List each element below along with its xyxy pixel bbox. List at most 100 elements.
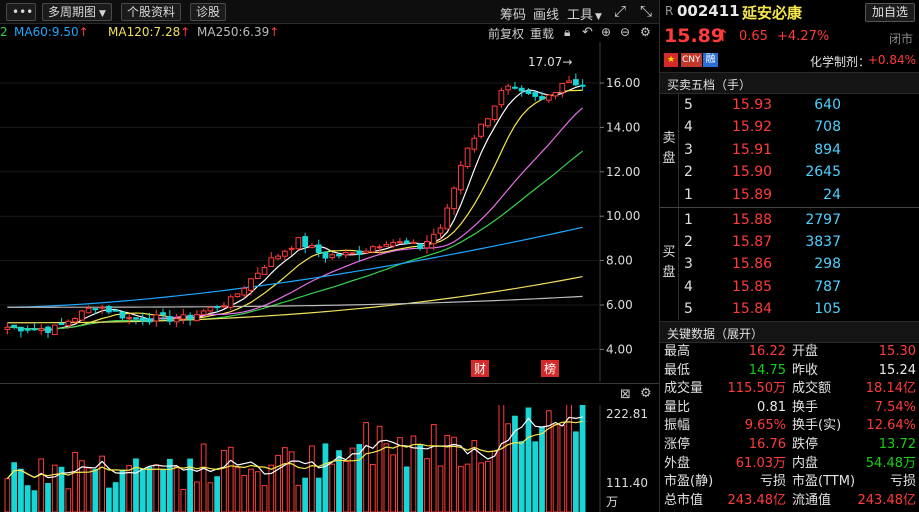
- chips-button[interactable]: 筹码: [500, 8, 527, 23]
- volume-bar: [126, 465, 133, 512]
- volume-bar: [403, 466, 410, 512]
- volume-bar: [525, 407, 532, 512]
- volume-bar: [471, 440, 478, 512]
- zoom-out-icon[interactable]: ⊖: [620, 25, 631, 39]
- key-data-label: 外盘: [664, 455, 691, 471]
- candle-body: [227, 296, 234, 308]
- volume-bar: [194, 481, 200, 512]
- volume-bar: [275, 454, 281, 512]
- candle-body: [99, 306, 105, 309]
- key-data-value: 亏损: [759, 474, 786, 490]
- bid-row[interactable]: 4 15.85 787: [660, 276, 919, 298]
- candle-body: [437, 227, 444, 234]
- gear-icon[interactable]: ⚙: [640, 25, 651, 39]
- candle-body: [248, 278, 254, 291]
- ma20-line: [7, 107, 584, 330]
- ask-price: 15.91: [732, 141, 773, 158]
- volume-bar: [248, 468, 254, 512]
- price-tick-label: 6.00: [606, 298, 633, 312]
- key-data-row: 总市值 243.48亿 流通值 243.48亿: [660, 492, 919, 510]
- key-data-label: 最高: [664, 344, 691, 359]
- volume-bars: [4, 405, 586, 512]
- candle-body: [214, 306, 221, 309]
- candle-body: [4, 326, 11, 330]
- volume-bar: [180, 488, 187, 512]
- close-icon[interactable]: ⊠: [620, 387, 631, 402]
- sector-label[interactable]: 化学制剂：: [810, 55, 871, 69]
- multi-period-button[interactable]: 多周期图 ▼: [42, 3, 112, 21]
- menu-button[interactable]: •••: [6, 3, 36, 21]
- candle-body: [254, 272, 261, 280]
- candle-body: [315, 244, 322, 253]
- volume-bar: [451, 436, 457, 512]
- candle-body: [464, 147, 471, 168]
- volume-axis-mid: 111.40: [606, 476, 648, 490]
- candle-body: [518, 87, 525, 92]
- candle-body: [241, 287, 248, 296]
- bid-row[interactable]: 2 15.87 3837: [660, 231, 919, 253]
- bid-volume: 2797: [805, 212, 841, 228]
- volume-chart[interactable]: 222.81 111.40 万: [0, 405, 660, 512]
- volume-bar: [322, 443, 329, 512]
- add-watchlist-button[interactable]: 加自选: [864, 3, 915, 22]
- volume-bar: [65, 488, 72, 512]
- draw-line-button[interactable]: 画线: [533, 8, 560, 23]
- bid-row[interactable]: 3 15.86 298: [660, 253, 919, 275]
- key-data-row: 最低 14.75 昨收 15.24: [660, 362, 919, 380]
- key-data-label: 换手(实): [792, 418, 842, 434]
- volume-bar: [31, 490, 38, 512]
- volume-bar: [566, 405, 572, 512]
- volume-bar: [572, 431, 579, 512]
- key-data-header[interactable]: 关键数据（展开）: [660, 321, 919, 343]
- lock-icon[interactable]: 🔒︎: [564, 25, 571, 39]
- candle-body: [65, 320, 72, 327]
- candle-body: [512, 86, 518, 89]
- event-marker-earnings[interactable]: 财: [471, 360, 489, 377]
- key-data-label: 量比: [664, 399, 691, 415]
- volume-bar: [552, 424, 559, 512]
- reload-button[interactable]: 重载: [530, 27, 555, 41]
- stock-info-button[interactable]: 个股资料: [121, 3, 182, 21]
- currency-badge: CNY: [681, 53, 702, 67]
- ask-level: 5: [684, 97, 693, 113]
- chevron-down-icon: ▼: [99, 9, 106, 19]
- candle-body: [485, 118, 491, 127]
- bid-row[interactable]: 1 15.88 2797: [660, 209, 919, 231]
- candle-body: [275, 255, 281, 260]
- volume-bar: [464, 463, 471, 512]
- candle-body: [31, 328, 38, 331]
- ask-row[interactable]: 2 15.90 2645: [660, 161, 919, 183]
- key-data-value: 13.72: [878, 437, 916, 452]
- tools-button[interactable]: 工具 ▼: [567, 4, 602, 23]
- price-change: 0.65: [739, 29, 768, 44]
- candle-body: [539, 96, 545, 100]
- volume-bar: [45, 483, 51, 512]
- event-marker-list[interactable]: 榜: [541, 360, 559, 377]
- zoom-in-icon[interactable]: ⊕: [601, 25, 612, 39]
- key-data-title[interactable]: 关键数据（展开）: [667, 327, 764, 341]
- event-marker-label: 财: [474, 362, 486, 376]
- ask-row[interactable]: 1 15.89 24: [660, 184, 919, 206]
- candle-body: [166, 316, 173, 322]
- volume-bar: [498, 405, 505, 512]
- volume-bar: [281, 447, 288, 512]
- ask-price: 15.90: [732, 164, 773, 181]
- expand-icon[interactable]: ⤢: [614, 2, 627, 20]
- candle-body: [187, 314, 193, 320]
- ask-row[interactable]: 5 15.93 640: [660, 94, 919, 116]
- ask-row[interactable]: 4 15.92 708: [660, 116, 919, 138]
- candle-body: [58, 323, 65, 326]
- undo-icon[interactable]: ↶: [582, 25, 593, 40]
- collapse-icon[interactable]: ⤡: [640, 2, 653, 20]
- up-arrow-icon: ↑: [180, 25, 191, 39]
- diagnose-button[interactable]: 诊股: [190, 3, 227, 21]
- candle-body: [336, 254, 342, 257]
- chart-toolbar: ••• 多周期图 ▼ 个股资料 诊股 筹码 画线 工具 ▼ ⤢ ⤡: [0, 0, 660, 24]
- adjust-forward-button[interactable]: 前复权: [488, 27, 525, 41]
- sell-side-label: 盘: [662, 151, 676, 166]
- volume-bar: [485, 460, 491, 512]
- bid-row[interactable]: 5 15.84 105: [660, 298, 919, 320]
- gear-icon[interactable]: ⚙: [640, 386, 652, 401]
- ask-row[interactable]: 3 15.91 894: [660, 139, 919, 161]
